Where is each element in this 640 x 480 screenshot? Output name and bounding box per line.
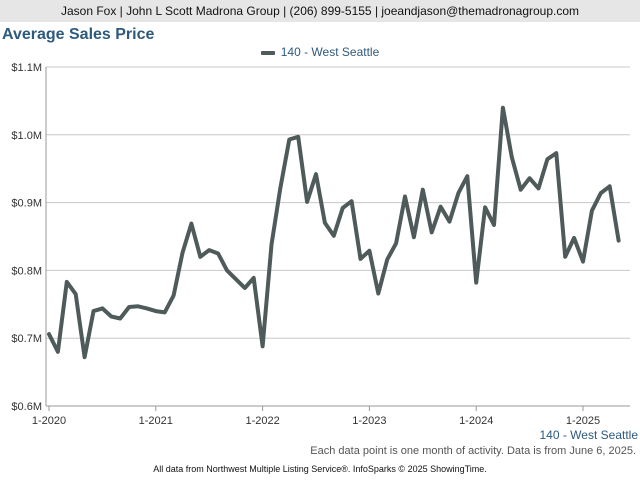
x-tick-label: 1-2022 <box>245 415 279 427</box>
chart-title: Average Sales Price <box>2 26 155 43</box>
series-line <box>47 105 621 360</box>
header-bar: Jason Fox | John L Scott Madrona Group |… <box>0 0 640 22</box>
y-tick-label: $0.8M <box>11 265 42 277</box>
y-tick-label: $0.6M <box>11 401 42 413</box>
x-tick-label: 1-2020 <box>32 415 66 427</box>
y-tick-label: $1.0M <box>11 130 42 142</box>
x-tick-label: 1-2024 <box>459 415 493 427</box>
x-tick-label: 1-2023 <box>352 415 386 427</box>
legend-swatch-icon <box>260 50 275 55</box>
y-tick-label: $0.7M <box>11 333 42 345</box>
x-tick-label: 1-2025 <box>566 415 600 427</box>
header-contact-text: Jason Fox | John L Scott Madrona Group |… <box>60 4 580 18</box>
y-tick-label: $0.9M <box>11 198 42 210</box>
x-tick-label: 1-2021 <box>139 415 173 427</box>
y-tick-label: $1.1M <box>11 62 42 74</box>
legend[interactable]: 140 - West Seattle <box>0 45 640 59</box>
legend-label: 140 - West Seattle <box>280 45 380 59</box>
source-credit: All data from Northwest Multiple Listing… <box>153 464 487 474</box>
footnote: Each data point is one month of activity… <box>310 445 636 457</box>
series-end-label: 140 - West Seattle <box>539 428 639 442</box>
